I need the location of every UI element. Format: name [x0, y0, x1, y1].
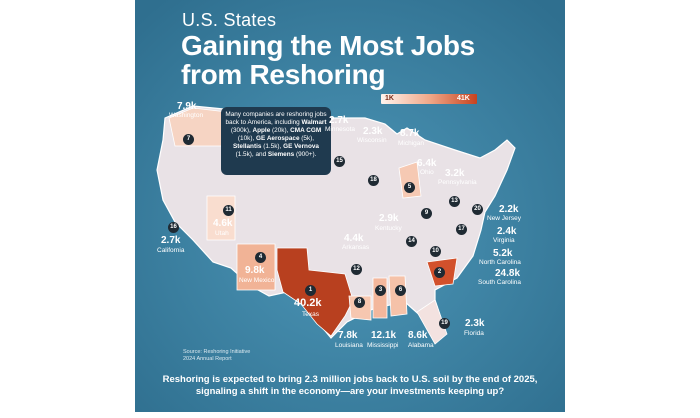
state-value-mississippi: 12.1k	[371, 330, 397, 341]
alabama-shape	[388, 275, 408, 317]
state-name-south-carolina: South Carolina	[478, 279, 521, 286]
state-name-washington: Washington	[169, 112, 204, 119]
footer-text: Reshoring is expected to bring 2.3 milli…	[162, 374, 538, 397]
callout-company: Apple	[252, 127, 271, 134]
state-value-south-carolina: 24.8k	[495, 268, 521, 279]
company-callout: Many companies are reshoring jobs back t…	[221, 107, 331, 175]
rank-badge-alabama: 6	[395, 285, 406, 296]
callout-text: (1.5k), and	[235, 151, 268, 158]
rank-badge-utah: 11	[223, 205, 234, 216]
state-value-washington: 7.9k	[177, 101, 197, 112]
callout-company: CMA CGM	[290, 127, 322, 134]
state-value-pennsylvania: 3.2k	[445, 168, 465, 179]
callout-company: GE Vernova	[283, 143, 319, 150]
legend-min-label: 1K	[385, 95, 394, 102]
state-value-new-jersey: 2.2k	[499, 204, 519, 215]
state-value-louisiana: 7.8k	[338, 330, 358, 341]
state-name-kentucky: Kentucky	[375, 225, 402, 232]
state-name-arkansas: Arkansas	[342, 244, 370, 251]
rank-badge-wisconsin: 18	[368, 175, 379, 186]
rank-badge-ohio: 9	[421, 208, 432, 219]
rank-badge-washington: 7	[183, 134, 194, 145]
callout-text: (300k),	[230, 127, 253, 134]
legend-max-label: 41K	[457, 95, 470, 102]
state-name-north-carolina: North Carolina	[479, 259, 521, 266]
infographic-card: U.S. States Gaining the Most Jobs from R…	[135, 0, 565, 412]
source-line-1: Source: Reshoring Initiative	[183, 349, 251, 355]
callout-text: (900+).	[294, 151, 317, 158]
state-name-mississippi: Mississippi	[367, 342, 399, 349]
state-value-arkansas: 4.4k	[344, 233, 364, 244]
state-name-california: California	[157, 247, 185, 254]
state-value-ohio: 6.4k	[417, 158, 437, 169]
rank-badge-california: 16	[168, 222, 179, 233]
state-name-pennsylvania: Pennsylvania	[438, 179, 477, 186]
rank-badge-virginia: 17	[456, 224, 467, 235]
rank-badge-texas: 1	[305, 285, 316, 296]
rank-badge-kentucky: 14	[406, 236, 417, 247]
rank-badge-louisiana: 8	[354, 297, 365, 308]
mississippi-shape	[372, 277, 388, 319]
source-note: Source: Reshoring Initiative 2024 Annual…	[183, 349, 250, 363]
state-value-new-mexico: 9.8k	[245, 265, 265, 276]
state-name-utah: Utah	[215, 230, 229, 237]
state-name-new-jersey: New Jersey	[487, 215, 521, 222]
state-name-minnesota: Minnesota	[325, 126, 355, 133]
rank-badge-minnesota: 15	[334, 156, 345, 167]
state-name-louisiana: Louisiana	[335, 342, 363, 349]
callout-text: Many companies are reshoring jobs back t…	[225, 111, 327, 126]
state-name-ohio: Ohio	[420, 169, 434, 176]
state-value-texas: 40.2k	[294, 297, 322, 309]
state-name-michigan: Michigan	[398, 140, 425, 147]
title-line-2: Gaining the Most Jobs from Reshoring	[181, 30, 475, 90]
florida-shape	[416, 299, 448, 345]
rank-badge-florida: 19	[439, 318, 450, 329]
rank-badge-mississippi: 3	[375, 285, 386, 296]
callout-company: GE Aerospace	[256, 135, 300, 142]
callout-text: (5k),	[299, 135, 315, 142]
rank-badge-north-carolina: 10	[430, 246, 441, 257]
state-value-california: 2.7k	[161, 235, 181, 246]
state-name-texas: Texas	[302, 311, 319, 318]
callout-company: Walmart	[301, 119, 327, 126]
state-value-wisconsin: 2.3k	[363, 126, 383, 137]
rank-badge-new-jersey: 20	[472, 204, 483, 215]
state-name-virginia: Virginia	[493, 237, 515, 244]
rank-badge-new-mexico: 4	[255, 252, 266, 263]
state-name-alabama: Alabama	[408, 342, 434, 349]
state-value-utah: 4.6k	[213, 218, 233, 229]
state-value-minnesota: 2.7k	[329, 115, 349, 126]
color-legend	[381, 94, 477, 104]
rank-badge-south-carolina: 2	[434, 267, 445, 278]
state-name-florida: Florida	[464, 330, 484, 337]
rank-badge-pennsylvania: 13	[449, 196, 460, 207]
callout-company: Stellantis	[233, 143, 262, 150]
source-line-2: 2024 Annual Report	[183, 356, 232, 362]
callout-company: Siemens	[267, 151, 295, 158]
state-name-new-mexico: New Mexico	[239, 277, 275, 284]
state-value-florida: 2.3k	[465, 318, 485, 329]
title-line-1: U.S. States	[182, 10, 277, 30]
callout-text: (10k),	[237, 135, 257, 142]
state-value-alabama: 8.6k	[408, 330, 428, 341]
state-value-north-carolina: 5.2k	[493, 248, 513, 259]
rank-badge-arkansas: 12	[351, 264, 362, 275]
state-value-virginia: 2.4k	[497, 226, 517, 237]
state-name-wisconsin: Wisconsin	[357, 137, 387, 144]
state-value-kentucky: 2.9k	[379, 213, 399, 224]
callout-text: (1.5k),	[261, 143, 284, 150]
state-value-michigan: 8.7k	[400, 128, 420, 139]
rank-badge-michigan: 5	[404, 182, 415, 193]
callout-text: (20k),	[270, 127, 291, 134]
